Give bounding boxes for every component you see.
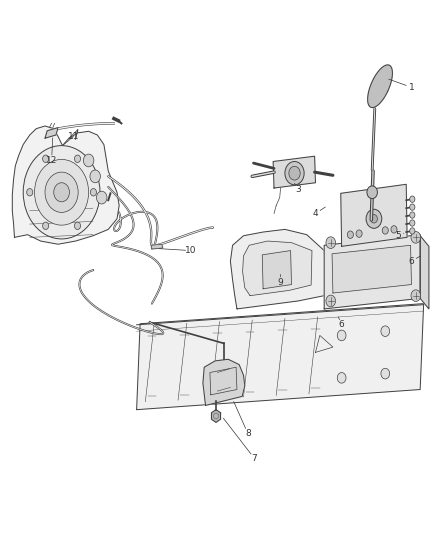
Circle shape (74, 222, 81, 230)
Circle shape (409, 220, 414, 226)
Polygon shape (151, 244, 162, 249)
Text: 6: 6 (338, 320, 344, 329)
Circle shape (45, 172, 78, 213)
Polygon shape (211, 410, 220, 422)
Circle shape (381, 227, 388, 234)
Text: 6: 6 (408, 257, 413, 265)
Polygon shape (323, 235, 419, 309)
Circle shape (409, 196, 414, 203)
Circle shape (42, 155, 49, 163)
Circle shape (380, 368, 389, 379)
Text: 9: 9 (277, 278, 283, 287)
Circle shape (346, 231, 353, 238)
Polygon shape (340, 184, 406, 246)
Text: 4: 4 (312, 209, 318, 218)
Circle shape (90, 170, 100, 183)
Text: 11: 11 (67, 132, 79, 141)
Circle shape (35, 159, 88, 225)
Circle shape (284, 161, 304, 185)
Circle shape (74, 155, 81, 163)
Circle shape (42, 222, 49, 230)
Circle shape (380, 326, 389, 336)
Circle shape (365, 209, 381, 228)
Circle shape (409, 204, 414, 211)
Circle shape (325, 295, 335, 307)
Circle shape (409, 228, 414, 234)
Polygon shape (136, 304, 423, 410)
Polygon shape (367, 65, 392, 108)
Circle shape (410, 231, 420, 243)
Text: 8: 8 (244, 429, 250, 438)
Polygon shape (272, 156, 315, 188)
Circle shape (410, 290, 420, 302)
Circle shape (27, 189, 33, 196)
Text: 7: 7 (251, 454, 257, 463)
Polygon shape (230, 229, 325, 309)
Polygon shape (419, 236, 428, 309)
Polygon shape (261, 251, 291, 289)
Polygon shape (202, 359, 244, 406)
Polygon shape (331, 245, 410, 293)
Circle shape (409, 212, 414, 218)
Circle shape (370, 215, 377, 223)
Text: 1: 1 (408, 83, 413, 92)
Text: 10: 10 (185, 246, 197, 255)
Text: 12: 12 (46, 156, 57, 165)
Text: 3: 3 (294, 185, 300, 194)
Circle shape (90, 189, 96, 196)
Circle shape (366, 186, 377, 199)
Text: 5: 5 (395, 231, 400, 240)
Circle shape (96, 191, 107, 204)
Circle shape (336, 330, 345, 341)
Circle shape (355, 230, 361, 237)
Polygon shape (12, 126, 119, 244)
Circle shape (390, 225, 396, 233)
Polygon shape (45, 127, 58, 138)
Circle shape (336, 373, 345, 383)
Circle shape (23, 146, 100, 239)
Circle shape (325, 237, 335, 248)
Polygon shape (242, 241, 311, 296)
Circle shape (53, 183, 69, 202)
Circle shape (83, 154, 94, 167)
Circle shape (288, 166, 300, 180)
